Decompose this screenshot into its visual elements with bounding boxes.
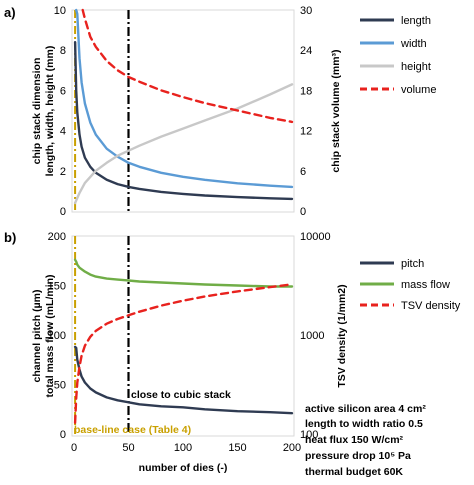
x-tick-label: 150 bbox=[228, 442, 246, 454]
panel-b-ylabel-line1: channel pitch (µm) bbox=[31, 290, 43, 383]
series-mass-flow bbox=[73, 258, 294, 288]
left-tick-label: 100 bbox=[48, 330, 66, 342]
x-tick-label: 100 bbox=[174, 442, 192, 454]
right-tick-label: 0 bbox=[300, 206, 306, 218]
left-tick-label: 0 bbox=[60, 206, 66, 218]
legend-label-mass-flow: mass flow bbox=[401, 279, 450, 291]
panel-a-legend: length width height volume bbox=[360, 15, 436, 96]
right-tick-label: 18 bbox=[300, 85, 312, 97]
panel-a-series bbox=[73, 8, 294, 205]
panel-b-ylabel-line2: total mass flow (mL/min) bbox=[44, 274, 56, 397]
annotation-close-to-cubic: close to cubic stack bbox=[131, 389, 231, 401]
parameter-notes: active silicon area 4 cm² length to widt… bbox=[305, 403, 426, 478]
panel-a-right-ticks: 0 6 12 18 24 30 bbox=[300, 5, 312, 218]
legend-label-pitch: pitch bbox=[401, 258, 424, 270]
panel-b-right-ticks: 100 1000 10000 bbox=[300, 231, 331, 441]
series-volume bbox=[81, 8, 294, 124]
left-tick-label: 8 bbox=[60, 45, 66, 57]
right-tick-label: 30 bbox=[300, 5, 312, 17]
note-heat-flux: heat flux 150 W/cm² bbox=[305, 434, 404, 446]
right-tick-label: 24 bbox=[300, 45, 312, 57]
left-tick-label: 0 bbox=[60, 429, 66, 441]
panel-b-plot-area bbox=[71, 235, 295, 437]
panel-b-vlines bbox=[74, 236, 130, 434]
right-tick-label: 100 bbox=[300, 429, 318, 441]
right-tick-label: 1000 bbox=[300, 330, 324, 342]
x-axis-label: number of dies (-) bbox=[139, 462, 228, 474]
legend-label-height: height bbox=[401, 61, 431, 73]
note-silicon-area: active silicon area 4 cm² bbox=[305, 403, 426, 415]
panel-a-ylabel-right: chip stack volume (mm³) bbox=[330, 49, 342, 172]
panel-a-plot-area bbox=[71, 9, 295, 213]
right-tick-label: 12 bbox=[300, 126, 312, 138]
legend-label-width: width bbox=[400, 38, 427, 50]
panel-a-label: a) bbox=[4, 5, 16, 20]
legend-label-length: length bbox=[401, 15, 431, 27]
left-tick-label: 2 bbox=[60, 166, 66, 178]
series-length bbox=[73, 41, 294, 201]
left-tick-label: 4 bbox=[60, 126, 66, 138]
panel-a-ylabel-line2: length, width, height (mm) bbox=[44, 46, 56, 177]
note-length-width-ratio: length to width ratio 0.5 bbox=[305, 418, 423, 430]
x-axis-ticks: 0 50 100 150 200 bbox=[71, 442, 301, 454]
note-thermal-budget: thermal budget 60K bbox=[305, 466, 403, 478]
panel-a-left-ticks: 0 2 4 6 8 10 bbox=[54, 5, 66, 218]
x-tick-label: 50 bbox=[122, 442, 134, 454]
legend-label-volume: volume bbox=[401, 84, 436, 96]
right-tick-label: 6 bbox=[300, 166, 306, 178]
left-tick-label: 10 bbox=[54, 5, 66, 17]
panel-b-label: b) bbox=[4, 230, 16, 245]
panel-b-ylabel-right: TSV density (1/mm2) bbox=[336, 284, 348, 387]
series-tsv-density bbox=[73, 283, 294, 424]
x-tick-label: 200 bbox=[283, 442, 301, 454]
left-tick-label: 50 bbox=[54, 380, 66, 392]
note-pressure-drop: pressure drop 10⁵ Pa bbox=[305, 450, 411, 462]
panel-a-ylabel-line1: chip stack dimension bbox=[31, 58, 43, 165]
left-tick-label: 150 bbox=[48, 281, 66, 293]
x-tick-label: 0 bbox=[71, 442, 77, 454]
panel-b-left-ticks: 0 50 100 150 200 bbox=[48, 231, 66, 441]
panel-b-legend: pitch mass flow TSV density bbox=[360, 258, 461, 312]
series-height bbox=[73, 83, 294, 205]
annotation-baseline-case: base-line case (Table 4) bbox=[74, 424, 191, 436]
panel-b-series bbox=[73, 258, 294, 424]
left-tick-label: 6 bbox=[60, 85, 66, 97]
right-tick-label: 10000 bbox=[300, 231, 331, 243]
legend-label-tsv-density: TSV density bbox=[401, 300, 461, 312]
left-tick-label: 200 bbox=[48, 231, 66, 243]
